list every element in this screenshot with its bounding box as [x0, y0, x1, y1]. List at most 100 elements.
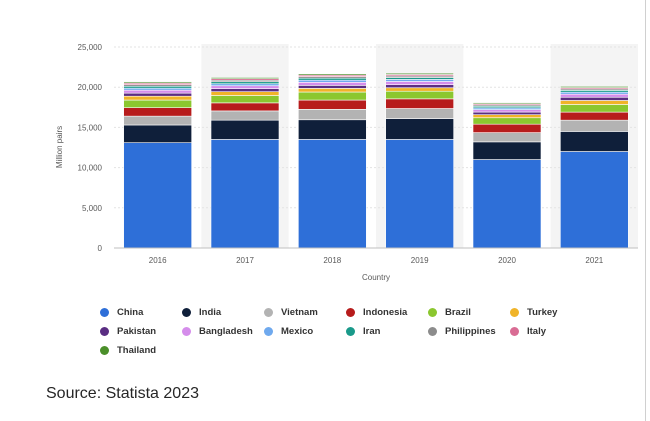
legend-item-mexico[interactable]: Mexico	[264, 326, 346, 337]
bar-segment-bangladesh	[210, 85, 280, 89]
legend-label: Iran	[363, 326, 381, 337]
legend-item-pakistan[interactable]: Pakistan	[100, 326, 182, 337]
x-tick-label: 2020	[498, 256, 516, 265]
legend-item-brazil[interactable]: Brazil	[428, 307, 510, 318]
bar-segment-india	[472, 141, 542, 160]
bar-segment-mexico	[298, 79, 367, 83]
bar-segment-pakistan	[560, 96, 629, 101]
legend-marker-icon	[510, 327, 519, 336]
legend: China India Vietnam Indonesia Brazil Turkey Pa…	[100, 303, 600, 360]
x-tick-label: 2016	[149, 256, 167, 265]
bar-segment-brazil	[560, 104, 629, 113]
bar-segment-india	[385, 118, 454, 140]
bar-segment-thailand	[298, 73, 367, 76]
x-tick-label: 2019	[411, 256, 429, 265]
y-tick-label: 20,000	[78, 83, 103, 92]
bar-segment-mexico	[385, 79, 454, 82]
y-tick-label: 10,000	[78, 164, 103, 173]
bar-segment-vietnam	[385, 108, 454, 119]
bar-segment-bangladesh	[298, 81, 367, 86]
bar-segment-china	[298, 139, 367, 249]
source-note: Source: Statista 2023	[46, 385, 199, 402]
legend-item-vietnam[interactable]: Vietnam	[264, 307, 346, 318]
bar-segment-pakistan	[210, 88, 280, 93]
legend-item-turkey[interactable]: Turkey	[510, 307, 592, 318]
legend-marker-icon	[428, 308, 437, 317]
bar-segment-bangladesh	[385, 81, 454, 86]
bar-segment-turkey	[123, 95, 192, 101]
legend-marker-icon	[100, 346, 109, 355]
legend-row: China India Vietnam Indonesia Brazil Turkey	[100, 303, 600, 322]
legend-label: India	[199, 307, 222, 318]
x-tick-label: 2017	[236, 256, 254, 265]
y-tick-label: 5,000	[82, 204, 103, 213]
legend-item-iran[interactable]: Iran	[346, 326, 428, 337]
bar-segment-indonesia	[560, 111, 629, 121]
bar-segment-indonesia	[385, 98, 454, 109]
bar-segment-indonesia	[123, 107, 192, 117]
legend-marker-icon	[428, 327, 437, 336]
bar-segment-vietnam	[298, 109, 367, 121]
legend-item-bangladesh[interactable]: Bangladesh	[182, 326, 264, 337]
y-tick-label: 0	[98, 244, 103, 253]
bar-segment-mexico	[123, 87, 192, 91]
bar-segment-mexico	[560, 91, 629, 95]
bar-segment-bangladesh	[472, 109, 542, 113]
bar-segment-turkey	[472, 114, 542, 119]
bar-segment-iran	[298, 77, 367, 81]
bar-segment-china	[385, 139, 454, 249]
bar-segment-china	[560, 151, 629, 249]
legend-item-china[interactable]: China	[100, 307, 182, 318]
bar-segment-turkey	[385, 87, 454, 92]
bar-segment-vietnam	[123, 115, 192, 126]
legend-marker-icon	[346, 308, 355, 317]
bar-segment-thailand	[123, 81, 192, 84]
bar-segment-indonesia	[298, 99, 367, 110]
bar-segment-brazil	[385, 90, 454, 100]
legend-item-thailand[interactable]: Thailand	[100, 345, 182, 356]
page-edge-divider	[645, 0, 646, 421]
y-tick-label: 25,000	[78, 43, 103, 52]
legend-row: Pakistan Bangladesh Mexico Iran Philippines I…	[100, 322, 600, 341]
legend-label: China	[117, 307, 144, 318]
bar-segment-thailand	[385, 72, 454, 75]
bar-segment-brazil	[472, 117, 542, 125]
legend-label: Bangladesh	[199, 326, 253, 337]
legend-label: Philippines	[445, 326, 496, 337]
legend-marker-icon	[510, 308, 519, 317]
legend-label: Italy	[527, 326, 547, 337]
legend-label: Indonesia	[363, 307, 408, 318]
bar-segment-china	[123, 142, 192, 249]
bar-segment-brazil	[210, 95, 280, 104]
bar-segment-bangladesh	[560, 93, 629, 98]
bar-segment-mexico	[210, 83, 280, 87]
bar-segment-india	[123, 124, 192, 143]
legend-label: Brazil	[445, 307, 471, 318]
legend-item-italy[interactable]: Italy	[510, 326, 592, 337]
legend-label: Turkey	[527, 307, 558, 318]
bar-segment-turkey	[560, 100, 629, 105]
bar-segment-china	[472, 159, 542, 249]
x-tick-label: 2021	[585, 256, 603, 265]
legend-marker-icon	[100, 327, 109, 336]
bar-segment-india	[210, 119, 280, 140]
legend-marker-icon	[264, 327, 273, 336]
bar-segment-china	[210, 139, 280, 249]
legend-item-indonesia[interactable]: Indonesia	[346, 307, 428, 318]
bar-segment-vietnam	[210, 110, 280, 121]
bar-segment-pakistan	[123, 92, 192, 97]
bar-segment-india	[298, 119, 367, 140]
legend-item-philippines[interactable]: Philippines	[428, 326, 510, 337]
legend-item-india[interactable]: India	[182, 307, 264, 318]
legend-marker-icon	[182, 327, 191, 336]
bar-segment-turkey	[210, 91, 280, 96]
bar-segment-turkey	[298, 88, 367, 93]
bar-segment-thailand	[210, 77, 280, 79]
bar-segment-indonesia	[210, 102, 280, 112]
bar-segment-pakistan	[472, 111, 542, 115]
bar-segment-bangladesh	[123, 89, 192, 94]
bar-segment-thailand	[472, 102, 542, 105]
bar-segment-indonesia	[472, 123, 542, 133]
bar-segment-brazil	[298, 91, 367, 101]
legend-marker-icon	[346, 327, 355, 336]
